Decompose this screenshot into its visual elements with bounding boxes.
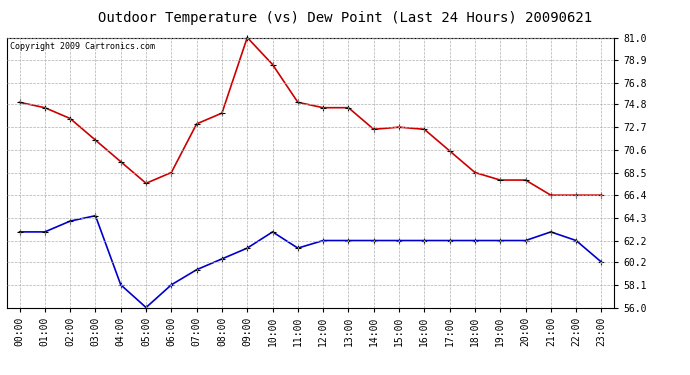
- Text: Copyright 2009 Cartronics.com: Copyright 2009 Cartronics.com: [10, 42, 155, 51]
- Text: Outdoor Temperature (vs) Dew Point (Last 24 Hours) 20090621: Outdoor Temperature (vs) Dew Point (Last…: [98, 11, 592, 25]
